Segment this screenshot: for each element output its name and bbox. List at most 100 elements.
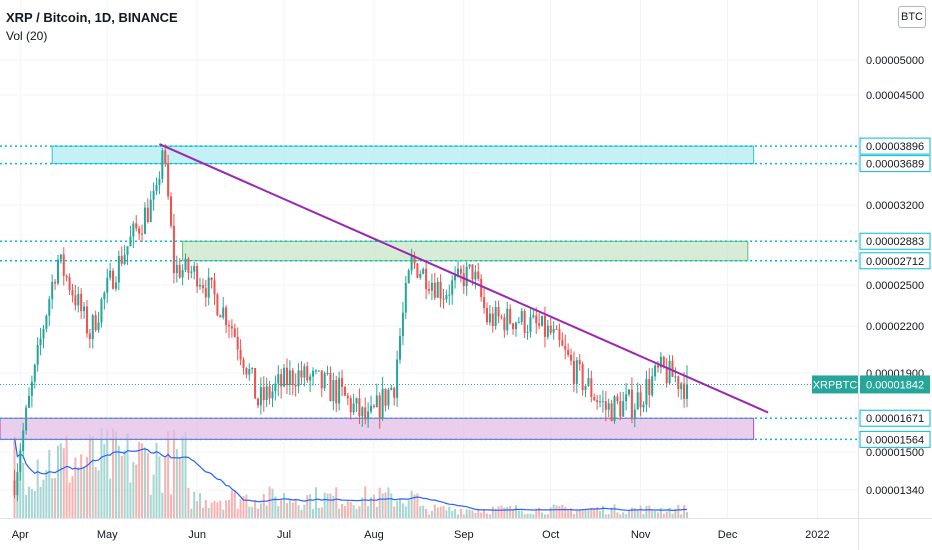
volume-bar — [610, 507, 613, 518]
candle-body — [471, 264, 474, 280]
volume-bar — [254, 500, 257, 518]
candle-body — [309, 376, 312, 381]
volume-bar — [239, 499, 242, 518]
price-axis: 0.00005000 0.00004500 0.00003200 0.00002500… — [866, 55, 924, 497]
volume-bar — [671, 513, 674, 518]
volume-bar — [541, 512, 544, 518]
candle-body — [132, 223, 135, 237]
volume-bar — [668, 507, 671, 518]
volume-bar — [619, 514, 622, 518]
volume-bar — [62, 448, 65, 518]
candle-body — [39, 338, 42, 345]
candle-body — [135, 223, 138, 229]
volume-bar — [251, 507, 254, 518]
volume-bar — [555, 505, 558, 518]
candle-body — [630, 389, 633, 418]
level-label: 0.00003689 — [866, 159, 924, 171]
candle-body — [410, 255, 413, 271]
volume-bar — [372, 494, 375, 518]
candle-body — [152, 190, 155, 200]
candle-body — [520, 311, 523, 322]
time-tick-label: Nov — [631, 529, 651, 541]
candle-body — [416, 263, 419, 278]
volume-bar — [616, 512, 619, 518]
candle-body — [375, 395, 378, 407]
candle-body — [683, 383, 686, 399]
candle-body — [285, 367, 288, 386]
candle-body — [526, 331, 529, 333]
volume-bar — [225, 500, 228, 518]
volume-bar — [526, 513, 529, 518]
volume-bar — [422, 505, 425, 518]
candle-body — [642, 404, 645, 408]
volume-bar — [196, 501, 199, 518]
candle-body — [68, 277, 71, 290]
candle-body — [326, 372, 329, 374]
volume-bar — [538, 507, 541, 518]
volume-bar — [648, 505, 651, 518]
trendline — [159, 143, 769, 414]
chart-legend: XRP / Bitcoin, 1D, BINANCE Vol (20) — [6, 8, 178, 46]
volume-bar — [599, 511, 602, 518]
volume-bar — [59, 443, 62, 518]
volume-ma-line — [13, 437, 688, 512]
volume-bar — [584, 509, 587, 518]
volume-bar — [436, 507, 439, 518]
time-tick-label: Jun — [188, 529, 206, 541]
currency-badge[interactable]: BTC — [898, 6, 926, 28]
candle-body — [126, 246, 129, 255]
candle-body — [404, 283, 407, 313]
candle-body — [109, 270, 112, 278]
volume-bar — [491, 506, 494, 518]
candle-body — [578, 360, 581, 365]
volume-bar — [256, 508, 259, 518]
candle-body — [320, 370, 323, 389]
candle-body — [236, 336, 239, 350]
volume-bar — [193, 491, 196, 518]
volume-bar — [454, 509, 457, 518]
volume-bar — [341, 504, 344, 518]
candle-body — [129, 236, 132, 247]
volume-bar — [425, 508, 428, 518]
volume-bar — [346, 501, 349, 518]
volume-indicator-label: Vol (20) — [6, 29, 48, 43]
volume-bar — [36, 459, 39, 518]
volume-bar — [112, 428, 115, 518]
volume-bar — [42, 479, 45, 518]
candle-body — [674, 376, 677, 378]
time-tick-label: Apr — [12, 529, 29, 541]
candle-body — [343, 386, 346, 396]
volume-bar — [343, 505, 346, 518]
volume-bar — [500, 505, 503, 518]
volume-bar — [355, 509, 358, 518]
volume-bar — [517, 510, 520, 518]
zone-mid — [182, 240, 749, 262]
candle-body — [13, 480, 16, 496]
volume-bar — [509, 505, 512, 518]
candle-body — [230, 326, 233, 329]
candle-body — [210, 277, 213, 281]
volume-bar — [222, 509, 225, 518]
volume-bar — [97, 470, 100, 518]
candle-body — [483, 297, 486, 308]
candle-body — [271, 391, 274, 399]
candle-body — [178, 264, 181, 278]
candle-body — [514, 322, 517, 330]
volume-bar — [401, 503, 404, 518]
zones — [0, 145, 755, 440]
volume-bar — [561, 504, 564, 518]
candle-body — [613, 396, 616, 422]
candle-body — [488, 313, 491, 323]
volume-bar — [274, 496, 277, 518]
volume-bar — [280, 499, 283, 518]
volume-bar — [627, 509, 631, 518]
volume-bar — [590, 507, 593, 518]
time-tick-label: Dec — [718, 529, 738, 541]
volume-bar — [622, 512, 625, 518]
price-tick-label: 0.00003200 — [866, 200, 924, 212]
candle-body — [204, 288, 207, 298]
volume-bar — [155, 442, 158, 518]
candle-body — [436, 281, 439, 298]
candle-body — [332, 380, 335, 402]
